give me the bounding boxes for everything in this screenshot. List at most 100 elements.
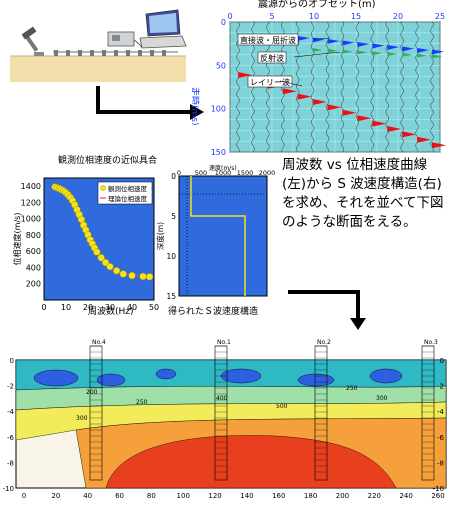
- dispersion-x-tick: 20: [83, 303, 93, 312]
- dispersion-x-tick: 50: [149, 303, 159, 312]
- rayleigh-wave-pulse: [282, 88, 297, 95]
- rayleigh-wave-pulse: [342, 109, 357, 116]
- section-y-tick-left: -4: [7, 408, 15, 416]
- borehole-label: No.3: [424, 339, 438, 346]
- section-low-velocity-lens: [96, 373, 126, 387]
- observed-velocity-point: [97, 254, 105, 262]
- dispersion-legend: [97, 181, 153, 205]
- seismogram-trace: [370, 21, 375, 153]
- dispersion-y-tick: 1200: [21, 198, 41, 207]
- rayleigh-wave-pulse: [327, 104, 342, 111]
- dispersion-x-tick: 30: [105, 303, 115, 312]
- seismogram-trace: [415, 21, 419, 153]
- velocity-profile-line: [190, 176, 246, 296]
- seismogram-x-tick: 25: [435, 12, 445, 21]
- contour-label: 250: [346, 385, 358, 392]
- seismogram-trace: [355, 21, 360, 153]
- section-x-tick: 0: [22, 492, 26, 500]
- section-y-tick-right: -6: [437, 434, 445, 442]
- section-x-tick: 220: [368, 492, 381, 500]
- rayleigh-wave-pulse: [417, 136, 432, 143]
- section-y-tick-right: 0: [440, 357, 444, 365]
- velocity-plot-area: [178, 175, 268, 297]
- borehole-label: No.4: [92, 339, 106, 346]
- ground-surface: [10, 56, 186, 82]
- observed-velocity-point: [93, 248, 101, 256]
- seismogram-x-tick: 10: [309, 12, 319, 21]
- rayleigh-wave-pulse: [372, 120, 387, 127]
- velocity-y-tick: 5: [171, 212, 176, 221]
- dispersion-x-tick: 10: [61, 303, 71, 312]
- reflected-wave-pulse: [402, 52, 413, 57]
- velocity-y-tick: 15: [166, 292, 176, 301]
- direct-wave-pulse: [387, 45, 400, 50]
- observed-velocity-point: [112, 267, 121, 275]
- seismogram-title: 震源からのオフセット(m): [258, 0, 376, 10]
- dispersion-x-tick: 0: [41, 303, 46, 312]
- reflected-wave-label-box: [257, 51, 287, 64]
- velocity-x-tick: 2000: [259, 169, 275, 177]
- rayleigh-wave-pulse: [238, 72, 252, 78]
- velocity-y-tick: 0: [171, 172, 176, 181]
- section-x-tick: 60: [115, 492, 124, 500]
- reflected-wave-pulse: [417, 53, 428, 58]
- seismogram-trace: [340, 21, 345, 153]
- reflected-wave-pulse: [357, 50, 368, 55]
- velocity-structure-chart: 速度(m/s) 0 500 1000 1500 2000 0 5 10 15 深度(m): [155, 164, 275, 301]
- observed-velocity-point: [106, 263, 114, 271]
- section-y-tick-left: 0: [10, 357, 14, 365]
- seismogram-x-tick: 5: [269, 12, 274, 21]
- rayleigh-wave-pulse: [357, 115, 372, 122]
- section-y-tick-right: -8: [437, 459, 444, 467]
- section-x-tick: 40: [83, 492, 92, 500]
- seismogram-y-tick: 100: [211, 105, 226, 114]
- section-x-tick: 240: [399, 492, 412, 500]
- field-setup-illustration: [10, 9, 187, 82]
- section-y-tick-left: -6: [7, 434, 15, 442]
- dispersion-y-tick: 1400: [21, 182, 41, 191]
- seismogram-trace: [295, 21, 300, 153]
- rayleigh-wave-pulse: [297, 93, 312, 100]
- contour-label: 400: [216, 395, 228, 402]
- section-x-tick: 120: [208, 492, 221, 500]
- hammer-icon: [21, 26, 44, 56]
- contour-label: 200: [86, 389, 98, 396]
- section-y-tick-left: -10: [3, 485, 14, 493]
- direct-wave-pulse: [297, 36, 310, 41]
- observed-velocity-point: [128, 271, 136, 280]
- reflected-wave-label: 反射波: [260, 53, 284, 63]
- seismogram-x-tick: 15: [351, 12, 361, 21]
- borehole-label: No.1: [217, 339, 231, 346]
- geophone-array: [53, 50, 178, 56]
- velocity-y-tick: 10: [166, 252, 176, 261]
- contour-label: 300: [376, 395, 388, 402]
- dispersion-chart-title: 観測位相速度の近似具合: [58, 156, 158, 166]
- laptop-icon: [139, 9, 187, 49]
- dispersion-y-tick: 800: [26, 231, 41, 240]
- contour-label: 250: [136, 399, 148, 406]
- direct-wave-pulse: [357, 42, 370, 47]
- reflected-wave-pulse: [387, 52, 398, 56]
- dispersion-ylabel: 位相速度(m/s): [12, 213, 22, 266]
- recorder-box-icon: [107, 31, 135, 47]
- section-y-tick-right: -4: [437, 408, 445, 416]
- section-x-tick: 180: [304, 492, 317, 500]
- dispersion-y-tick: 1000: [21, 215, 41, 224]
- description-text: 周波数 vs 位相速度曲線(左)から S 波速度構造(右)を求め、それを並べて下…: [282, 157, 444, 230]
- dispersion-y-tick: 600: [26, 247, 41, 256]
- seismogram-x-tick: 20: [393, 12, 403, 21]
- section-x-tick: 200: [336, 492, 349, 500]
- seismogram-trace: [430, 21, 434, 153]
- direct-wave-pulse: [432, 49, 444, 55]
- contour-label: 300: [76, 415, 88, 422]
- section-low-velocity-lens: [33, 369, 79, 387]
- section-y-tick-right: -2: [437, 383, 444, 391]
- seismogram-y-tick: 50: [216, 61, 226, 70]
- reflected-wave-pulse: [342, 49, 353, 54]
- legend-observed-label: 観測位相速度: [108, 184, 148, 193]
- contour-label: 500: [276, 403, 288, 410]
- reflected-wave-pulse: [327, 48, 338, 53]
- seismogram-x-tick: 0: [227, 12, 232, 21]
- velocity-structure-caption: 得られたＳ波速度構造: [168, 307, 259, 317]
